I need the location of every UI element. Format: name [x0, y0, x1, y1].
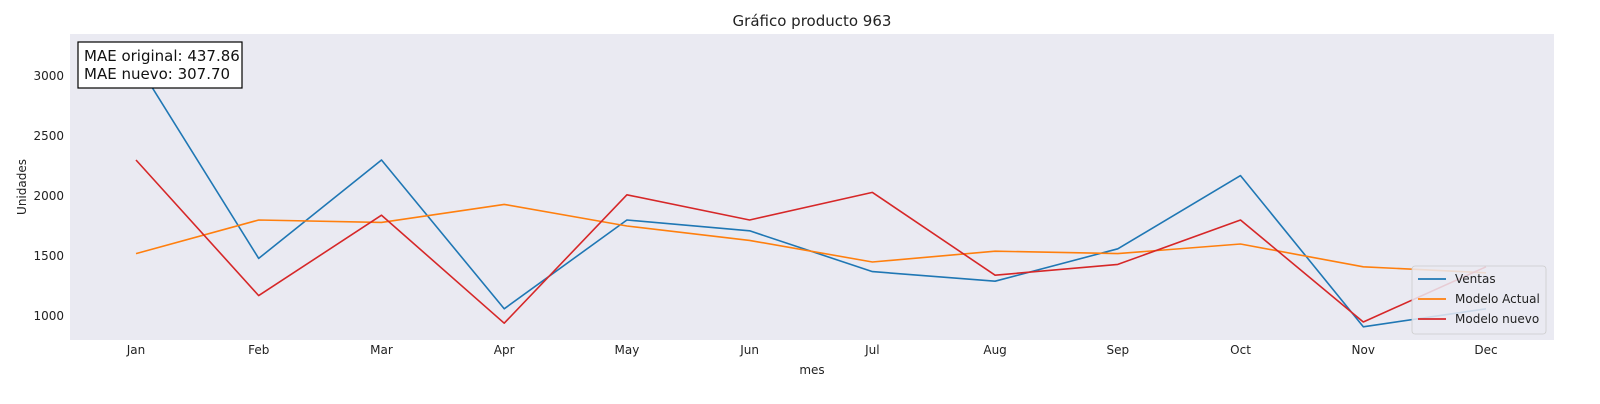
x-axis-label: mes: [799, 363, 824, 377]
x-tick-label-dec: Dec: [1474, 343, 1497, 357]
x-tick-label-aug: Aug: [983, 343, 1006, 357]
annotation-line-mae-original: MAE original: 437.86: [84, 47, 240, 65]
x-tick-label-jan: Jan: [126, 343, 146, 357]
legend-box: [1411, 265, 1547, 335]
legend-label-modelo-nuevo: Modelo nuevo: [1455, 312, 1539, 326]
chart-title: Gráfico producto 963: [733, 12, 892, 30]
series-line-modelo-actual: [135, 203, 1487, 274]
y-tick-label-1000: 1000: [33, 309, 64, 323]
x-tick-label-jul: Jul: [864, 343, 879, 357]
annotation-box-border: [77, 41, 243, 89]
y-axis-label: Unidades: [15, 159, 29, 215]
x-tick-label-sep: Sep: [1107, 343, 1130, 357]
y-tick-label-3000: 3000: [33, 69, 64, 83]
y-tick-label-2000: 2000: [33, 189, 64, 203]
legend-label-modelo-actual: Modelo Actual: [1455, 292, 1540, 306]
x-tick-label-mar: Mar: [370, 343, 393, 357]
x-tick-label-feb: Feb: [248, 343, 269, 357]
y-tick-label-2500: 2500: [33, 129, 64, 143]
series-lines: [135, 61, 1487, 328]
legend: Ventas Modelo Actual Modelo nuevo: [1411, 265, 1547, 335]
x-tick-label-nov: Nov: [1352, 343, 1375, 357]
y-axis-ticks: 1000 1500 2000 2500 3000: [33, 69, 64, 323]
x-tick-label-jun: Jun: [739, 343, 759, 357]
plot-area: [70, 34, 1554, 340]
series-line-modelo-nuevo: [135, 159, 1487, 325]
x-tick-label-oct: Oct: [1230, 343, 1251, 357]
x-tick-label-may: May: [615, 343, 640, 357]
mae-annotation: MAE original: 437.86 MAE nuevo: 307.70: [77, 41, 243, 89]
annotation-line-mae-nuevo: MAE nuevo: 307.70: [84, 65, 230, 83]
y-tick-label-1500: 1500: [33, 249, 64, 263]
x-tick-label-apr: Apr: [494, 343, 515, 357]
x-axis-ticks: Jan Feb Mar Apr May Jun Jul Aug Sep Oct Nov Dec: [126, 343, 1498, 357]
legend-label-ventas: Ventas: [1455, 272, 1496, 286]
